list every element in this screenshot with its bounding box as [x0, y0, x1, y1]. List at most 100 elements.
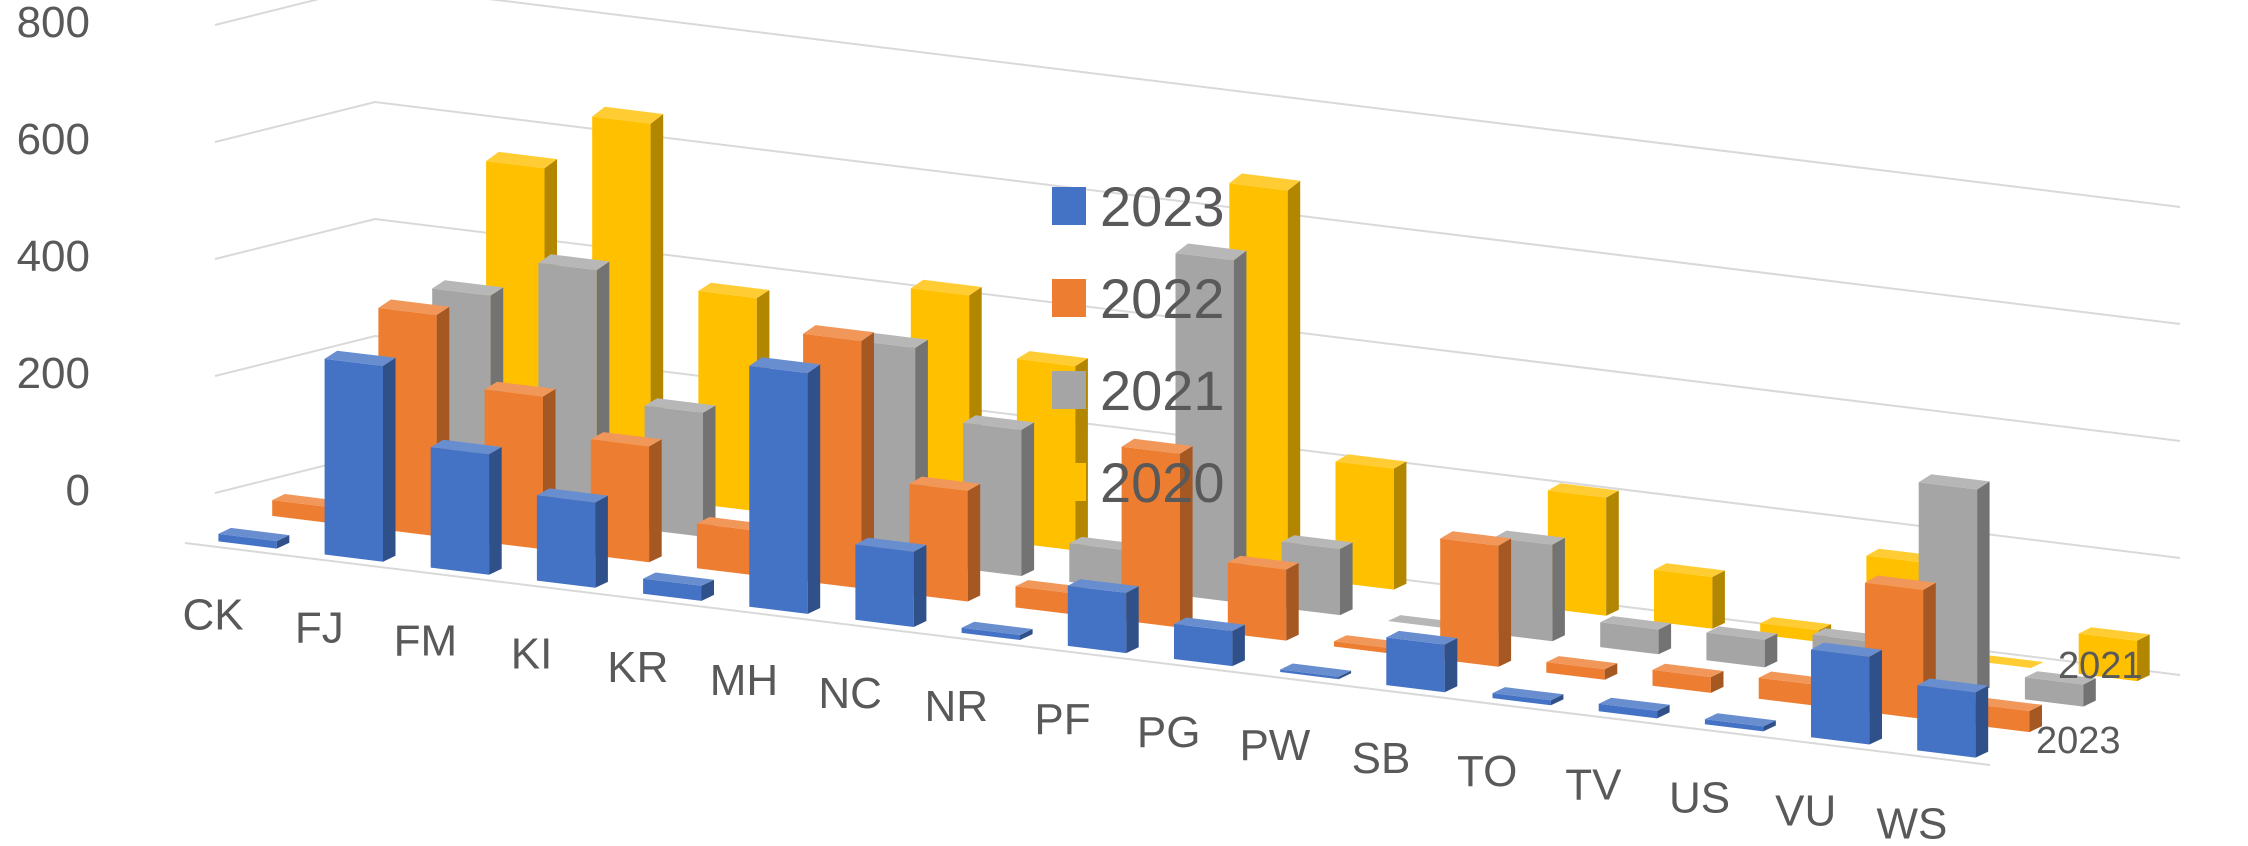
x-tick-label: US [1669, 773, 1730, 822]
gridline [214, 100, 2181, 325]
legend-label: 2021 [1100, 358, 1225, 422]
bar-side [1020, 629, 1033, 640]
bar-front [1546, 662, 1605, 680]
x-tick-label: FJ [295, 604, 344, 653]
bar-top [1494, 530, 1565, 545]
bar-side [1233, 250, 1247, 603]
bar-side [2083, 678, 2096, 707]
bar-front [855, 544, 914, 627]
bar-top [592, 106, 664, 124]
legend-item-2020: 2020 [1052, 436, 1252, 528]
legend: 2023 2022 2021 2020 [1052, 160, 1252, 528]
y-tick-label: 800 [17, 0, 90, 47]
bar-2023-PG [1174, 617, 1245, 667]
bar-2023-CK [218, 527, 290, 549]
bar-top [1706, 626, 1778, 640]
bar-side [1393, 461, 1407, 590]
bar-top [1547, 483, 1619, 498]
bar-front [1386, 637, 1445, 693]
bar-top [698, 282, 770, 299]
bar-top [856, 332, 928, 348]
bar-side [1552, 537, 1565, 642]
bar-top [1121, 438, 1193, 454]
x-tick-label: VU [1775, 786, 1836, 835]
bars [218, 106, 2150, 758]
bar-front [961, 627, 1020, 640]
bar-side [1977, 481, 1990, 694]
legend-item-2022: 2022 [1052, 252, 1252, 344]
bar-top [1760, 617, 1832, 631]
bar-side [1658, 623, 1672, 655]
floor-line [184, 542, 1991, 766]
bar-side [1604, 663, 1618, 680]
bar-2023-NC [855, 537, 927, 627]
bar-top [486, 151, 557, 169]
bar-top [1067, 579, 1139, 593]
bar-side [595, 495, 608, 588]
bar-front [1706, 632, 1765, 668]
bar-top [1492, 687, 1564, 701]
bar-front [749, 365, 808, 614]
bar-front [1067, 585, 1127, 654]
bar-2023-KR [643, 572, 714, 601]
bar-front [1227, 562, 1287, 641]
bar-front [1704, 719, 1764, 732]
bar-front [1492, 693, 1551, 706]
bar-2023-TO [1492, 687, 1564, 706]
bar-side [861, 332, 874, 589]
bar-front [1334, 641, 1393, 654]
bar-top [484, 381, 556, 397]
bar-top [324, 350, 396, 366]
bar-2023-KI [536, 488, 608, 588]
bar-side [1712, 570, 1725, 629]
bar-side [1126, 586, 1139, 654]
bar-side [489, 447, 502, 575]
bar-side [807, 364, 821, 614]
bar-2023-WS [1917, 678, 1989, 758]
legend-label: 2020 [1100, 450, 1225, 514]
bar-front [430, 447, 490, 575]
bar-front [1174, 623, 1233, 667]
bar-2020-VU [1972, 654, 2044, 668]
bar-front [1652, 669, 1711, 693]
bar-side [1286, 562, 1299, 641]
bar-side [913, 544, 927, 627]
bar-top [855, 537, 927, 552]
bar-front [1758, 677, 1818, 706]
bar-side [1340, 542, 1353, 616]
bar-front [1440, 538, 1499, 667]
bar-top [2024, 671, 2096, 685]
x-tick-label: KR [607, 643, 668, 692]
bar-top [1440, 531, 1512, 546]
bar-top [909, 476, 981, 491]
bar-side [967, 483, 981, 602]
bar-side [1180, 446, 1193, 628]
bar-top [1864, 575, 1936, 590]
bar-top [1652, 663, 1724, 678]
bar-top [218, 527, 290, 542]
bar-top [536, 488, 608, 503]
legend-item-2023: 2023 [1052, 160, 1252, 252]
bar-side [1550, 694, 1564, 706]
bar-top [749, 357, 821, 374]
bar-side [1232, 624, 1245, 667]
gridline [214, 0, 2181, 208]
bar-front [1121, 446, 1180, 628]
bar-front [536, 495, 596, 588]
bar-top [963, 415, 1035, 430]
x-tick-label: NC [818, 669, 882, 718]
y-tick-label: 600 [17, 115, 90, 164]
bar-side [1338, 670, 1352, 680]
x-tick-label: PG [1137, 708, 1201, 757]
bar-front [2024, 677, 2084, 707]
bar-front [272, 500, 331, 524]
x-tick-label: TV [1565, 760, 1622, 809]
bar-front [1015, 586, 1074, 615]
bar-side [383, 357, 396, 562]
bar-side [703, 405, 716, 537]
bar-top [378, 299, 450, 315]
bar-top [1175, 243, 1247, 261]
bar-top [1972, 654, 2044, 668]
bar-side [701, 579, 714, 601]
